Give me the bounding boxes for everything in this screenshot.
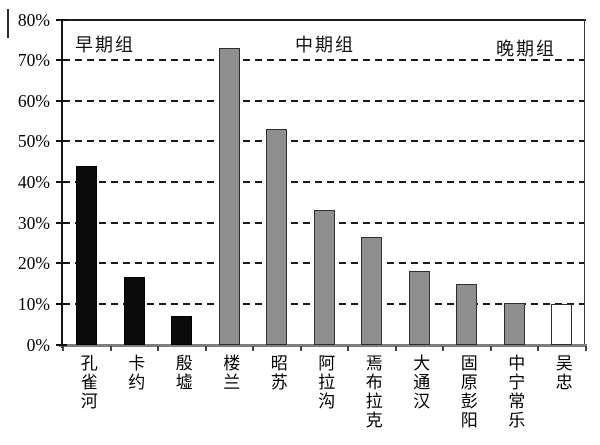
x-axis-tick	[109, 346, 112, 351]
gridline	[63, 140, 584, 143]
y-axis-line	[60, 19, 63, 348]
x-axis-tick	[157, 346, 159, 351]
y-axis-tick	[56, 181, 67, 183]
y-axis-tick	[56, 140, 67, 143]
x-axis-tick	[62, 346, 64, 351]
scan-artifact-line	[7, 9, 9, 38]
bar-中宁常乐	[503, 302, 525, 345]
y-axis-tick	[56, 302, 67, 305]
x-axis-tick	[584, 346, 587, 351]
x-axis-category-label: 焉布拉克	[362, 353, 382, 430]
plot-border-top	[63, 19, 586, 21]
gridline	[63, 99, 584, 102]
x-axis-category-label: 殷墟	[172, 353, 192, 392]
x-axis-tick	[204, 346, 207, 351]
x-axis-tick	[394, 346, 397, 351]
plot-border-right	[583, 19, 586, 347]
y-axis-tick-label: 80%	[17, 9, 50, 30]
y-axis-tick-label: 0%	[26, 334, 50, 355]
bar-卡约	[123, 277, 145, 345]
y-axis-tick	[56, 262, 67, 265]
y-axis-tick-label: 50%	[17, 131, 50, 152]
x-axis-tick	[489, 346, 492, 351]
x-axis-category-label: 中宁常乐	[505, 353, 525, 430]
bar-昭苏	[266, 129, 288, 345]
x-axis-category-label: 昭苏	[267, 353, 287, 392]
bar-吴忠	[551, 303, 573, 345]
x-axis-tick	[537, 346, 539, 351]
y-axis-tick-label: 40%	[17, 172, 50, 192]
x-axis-tick	[442, 346, 444, 351]
gridline	[63, 181, 584, 183]
x-axis-tick	[347, 346, 349, 351]
x-axis-category-label: 大通汉	[410, 353, 430, 411]
y-axis-tick-label: 10%	[17, 293, 50, 314]
bar-楼兰	[218, 47, 240, 345]
bar-阿拉沟	[313, 210, 335, 345]
y-axis-tick-label: 20%	[17, 253, 50, 274]
bar-焉布拉克	[361, 236, 383, 345]
bar-殷墟	[171, 316, 193, 345]
y-axis-tick	[56, 221, 67, 224]
bar-固原彭阳	[456, 284, 478, 345]
x-axis-category-label: 卡约	[125, 353, 145, 392]
group-annotation: 早期组	[75, 35, 135, 55]
x-axis-category-label: 楼兰	[220, 353, 240, 392]
x-axis-category-label: 固原彭阳	[457, 353, 477, 430]
gridline	[63, 59, 584, 62]
group-annotation: 中期组	[295, 35, 355, 55]
bar-大通汉	[408, 271, 430, 345]
x-axis-line	[59, 344, 587, 347]
bar-孔雀河	[76, 165, 98, 345]
x-axis-category-label: 阿拉沟	[315, 353, 335, 411]
x-axis-tick	[252, 346, 254, 351]
y-axis-tick	[56, 99, 67, 102]
x-axis-category-label: 吴忠	[552, 353, 572, 392]
y-axis-tick-label: 30%	[17, 212, 50, 233]
x-axis-category-label: 孔雀河	[77, 353, 97, 411]
x-axis-tick	[299, 346, 302, 351]
group-annotation: 晚期组	[496, 39, 556, 59]
y-axis-tick-label: 60%	[17, 90, 50, 111]
y-axis-tick	[56, 343, 67, 346]
y-axis-tick	[56, 59, 67, 62]
y-axis-tick-label: 70%	[17, 50, 50, 71]
y-axis-tick	[56, 18, 67, 21]
